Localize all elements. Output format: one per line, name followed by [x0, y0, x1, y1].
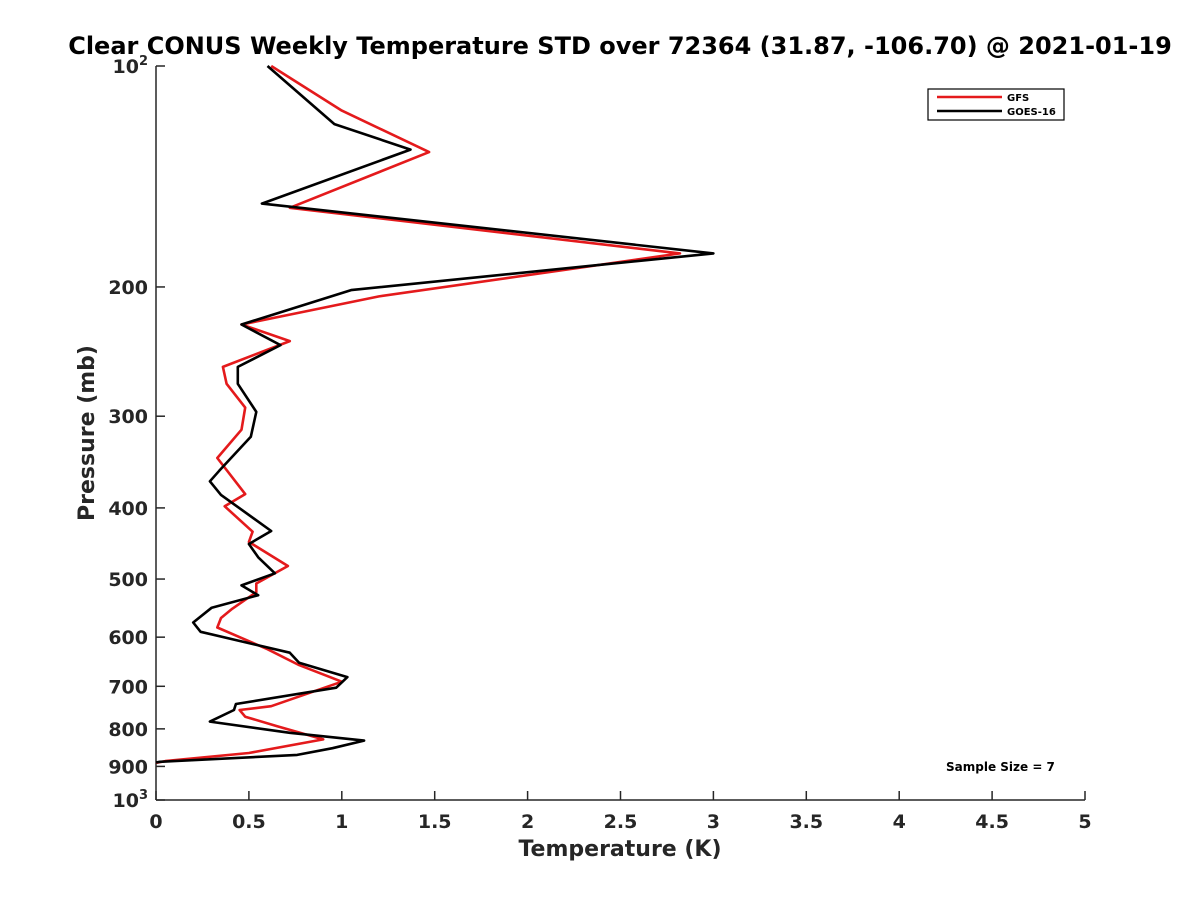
x-tick-label: 0: [149, 811, 162, 833]
y-tick-label: 200: [108, 277, 148, 299]
legend-label-goes16: GOES-16: [1007, 107, 1056, 118]
x-tick-label: 4: [893, 811, 906, 833]
legend-box: [927, 88, 1065, 121]
x-tick-label: 3: [707, 811, 720, 833]
y-tick-label: 900: [108, 756, 148, 778]
legend: GFS GOES-16: [927, 88, 1065, 121]
y-tick-label: 103: [113, 788, 149, 812]
y-axis-label: Pressure (mb): [75, 345, 100, 521]
y-tick-label: 800: [108, 719, 148, 741]
x-tick-label: 3.5: [789, 811, 823, 833]
x-tick-label: 4.5: [975, 811, 1009, 833]
y-tick-label: 700: [108, 676, 148, 698]
y-ticks: 102 200 300 400 500 600 700 800 900 103: [108, 54, 165, 812]
x-tick-label: 5: [1078, 811, 1091, 833]
x-tick-label: 1.5: [418, 811, 452, 833]
x-tick-label: 2: [521, 811, 534, 833]
chart-title: Clear CONUS Weekly Temperature STD over …: [68, 32, 1172, 60]
y-tick-label: 600: [108, 627, 148, 649]
y-tick-label: 300: [108, 406, 148, 428]
x-tick-label: 0.5: [232, 811, 266, 833]
y-tick-label: 500: [108, 569, 148, 591]
x-ticks: 0 0.5 1 1.5 2 2.5 3 3.5 4 4.5 5: [149, 791, 1092, 833]
series-lines: [155, 64, 715, 765]
series-line-gfs: [155, 64, 682, 765]
series-line-goes16: [155, 65, 715, 764]
y-tick-label: 400: [108, 498, 148, 520]
y-tick-label: 102: [113, 54, 149, 78]
x-tick-label: 2.5: [604, 811, 638, 833]
sample-size-annotation: Sample Size = 7: [946, 760, 1055, 774]
x-axis-label: Temperature (K): [518, 837, 721, 862]
legend-label-gfs: GFS: [1007, 93, 1029, 104]
x-tick-label: 1: [335, 811, 348, 833]
plot-area: 0 0.5 1 1.5 2 2.5 3 3.5 4 4.5 5 102 200 300 400 500 600…: [108, 54, 1091, 833]
